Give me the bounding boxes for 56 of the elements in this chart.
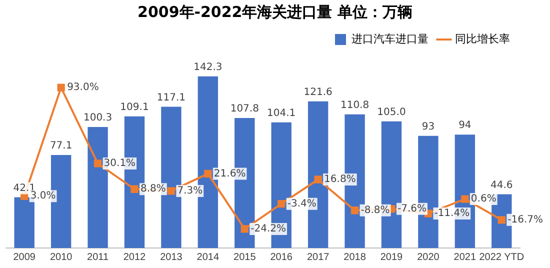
- data-label: -7.6%: [398, 204, 427, 215]
- data-label: 121.6: [304, 86, 332, 98]
- data-label: 117.1: [156, 92, 186, 104]
- point: [204, 170, 212, 178]
- point: [461, 195, 469, 203]
- point: [94, 160, 102, 168]
- x-tick-label: 2022 YTD: [479, 252, 524, 263]
- point: [57, 84, 65, 92]
- x-tick-label: 2018: [344, 252, 366, 263]
- x-tick-label: 2013: [160, 252, 183, 263]
- data-label: 93.0%: [67, 82, 99, 94]
- data-label: 7.3%: [177, 186, 203, 197]
- data-label: 104.1: [267, 108, 296, 120]
- data-label: 16.8%: [324, 174, 356, 186]
- chart-title: 2009年-2022年海关进口量 单位：万辆: [136, 2, 414, 23]
- point: [498, 216, 506, 224]
- legend-label: 同比增长率: [455, 32, 510, 46]
- data-label: 0.6%: [470, 194, 496, 205]
- data-label: 109.1: [120, 102, 149, 113]
- point: [240, 225, 248, 233]
- x-tick-label: 2010: [50, 252, 73, 263]
- x-tick-label: 2011: [87, 252, 109, 263]
- data-label: -8.8%: [360, 204, 390, 216]
- data-label: 107.8: [230, 104, 259, 115]
- x-tick-label: 2014: [196, 252, 220, 263]
- data-label: -11.4%: [434, 208, 470, 220]
- data-label: 8.8%: [140, 184, 166, 195]
- data-label: 105.0: [377, 106, 406, 118]
- x-tick-label: 2017: [306, 252, 330, 263]
- point: [130, 185, 138, 193]
- data-label: 30.1%: [104, 158, 136, 170]
- data-label: -16.7%: [508, 214, 544, 226]
- data-label: 77.1: [50, 140, 72, 152]
- data-label: 93: [422, 121, 435, 132]
- x-tick-label: 2012: [123, 252, 146, 263]
- x-tick-label: 2009: [13, 252, 36, 263]
- point: [167, 187, 176, 195]
- data-label: 94: [458, 120, 472, 132]
- point: [314, 176, 322, 184]
- point: [278, 200, 286, 208]
- point: [350, 206, 359, 214]
- x-tick-label: 2016: [270, 252, 293, 263]
- data-label: 3.0%: [30, 190, 56, 202]
- legend-label: 进口汽车进口量: [352, 32, 428, 46]
- data-label: 44.6: [490, 180, 513, 191]
- data-label: 142.3: [194, 62, 222, 73]
- x-tick-label: 2015: [234, 252, 256, 263]
- bar: [14, 197, 34, 248]
- x-tick-label: 2020: [417, 252, 440, 263]
- data-label: 100.3: [83, 112, 112, 124]
- data-label: 110.8: [340, 100, 370, 111]
- data-label: -3.4%: [287, 198, 316, 210]
- data-label: 21.6%: [214, 168, 246, 180]
- data-label: -24.2%: [250, 224, 286, 235]
- x-tick-label: 2019: [380, 252, 404, 263]
- x-tick-label: 2021: [454, 252, 476, 263]
